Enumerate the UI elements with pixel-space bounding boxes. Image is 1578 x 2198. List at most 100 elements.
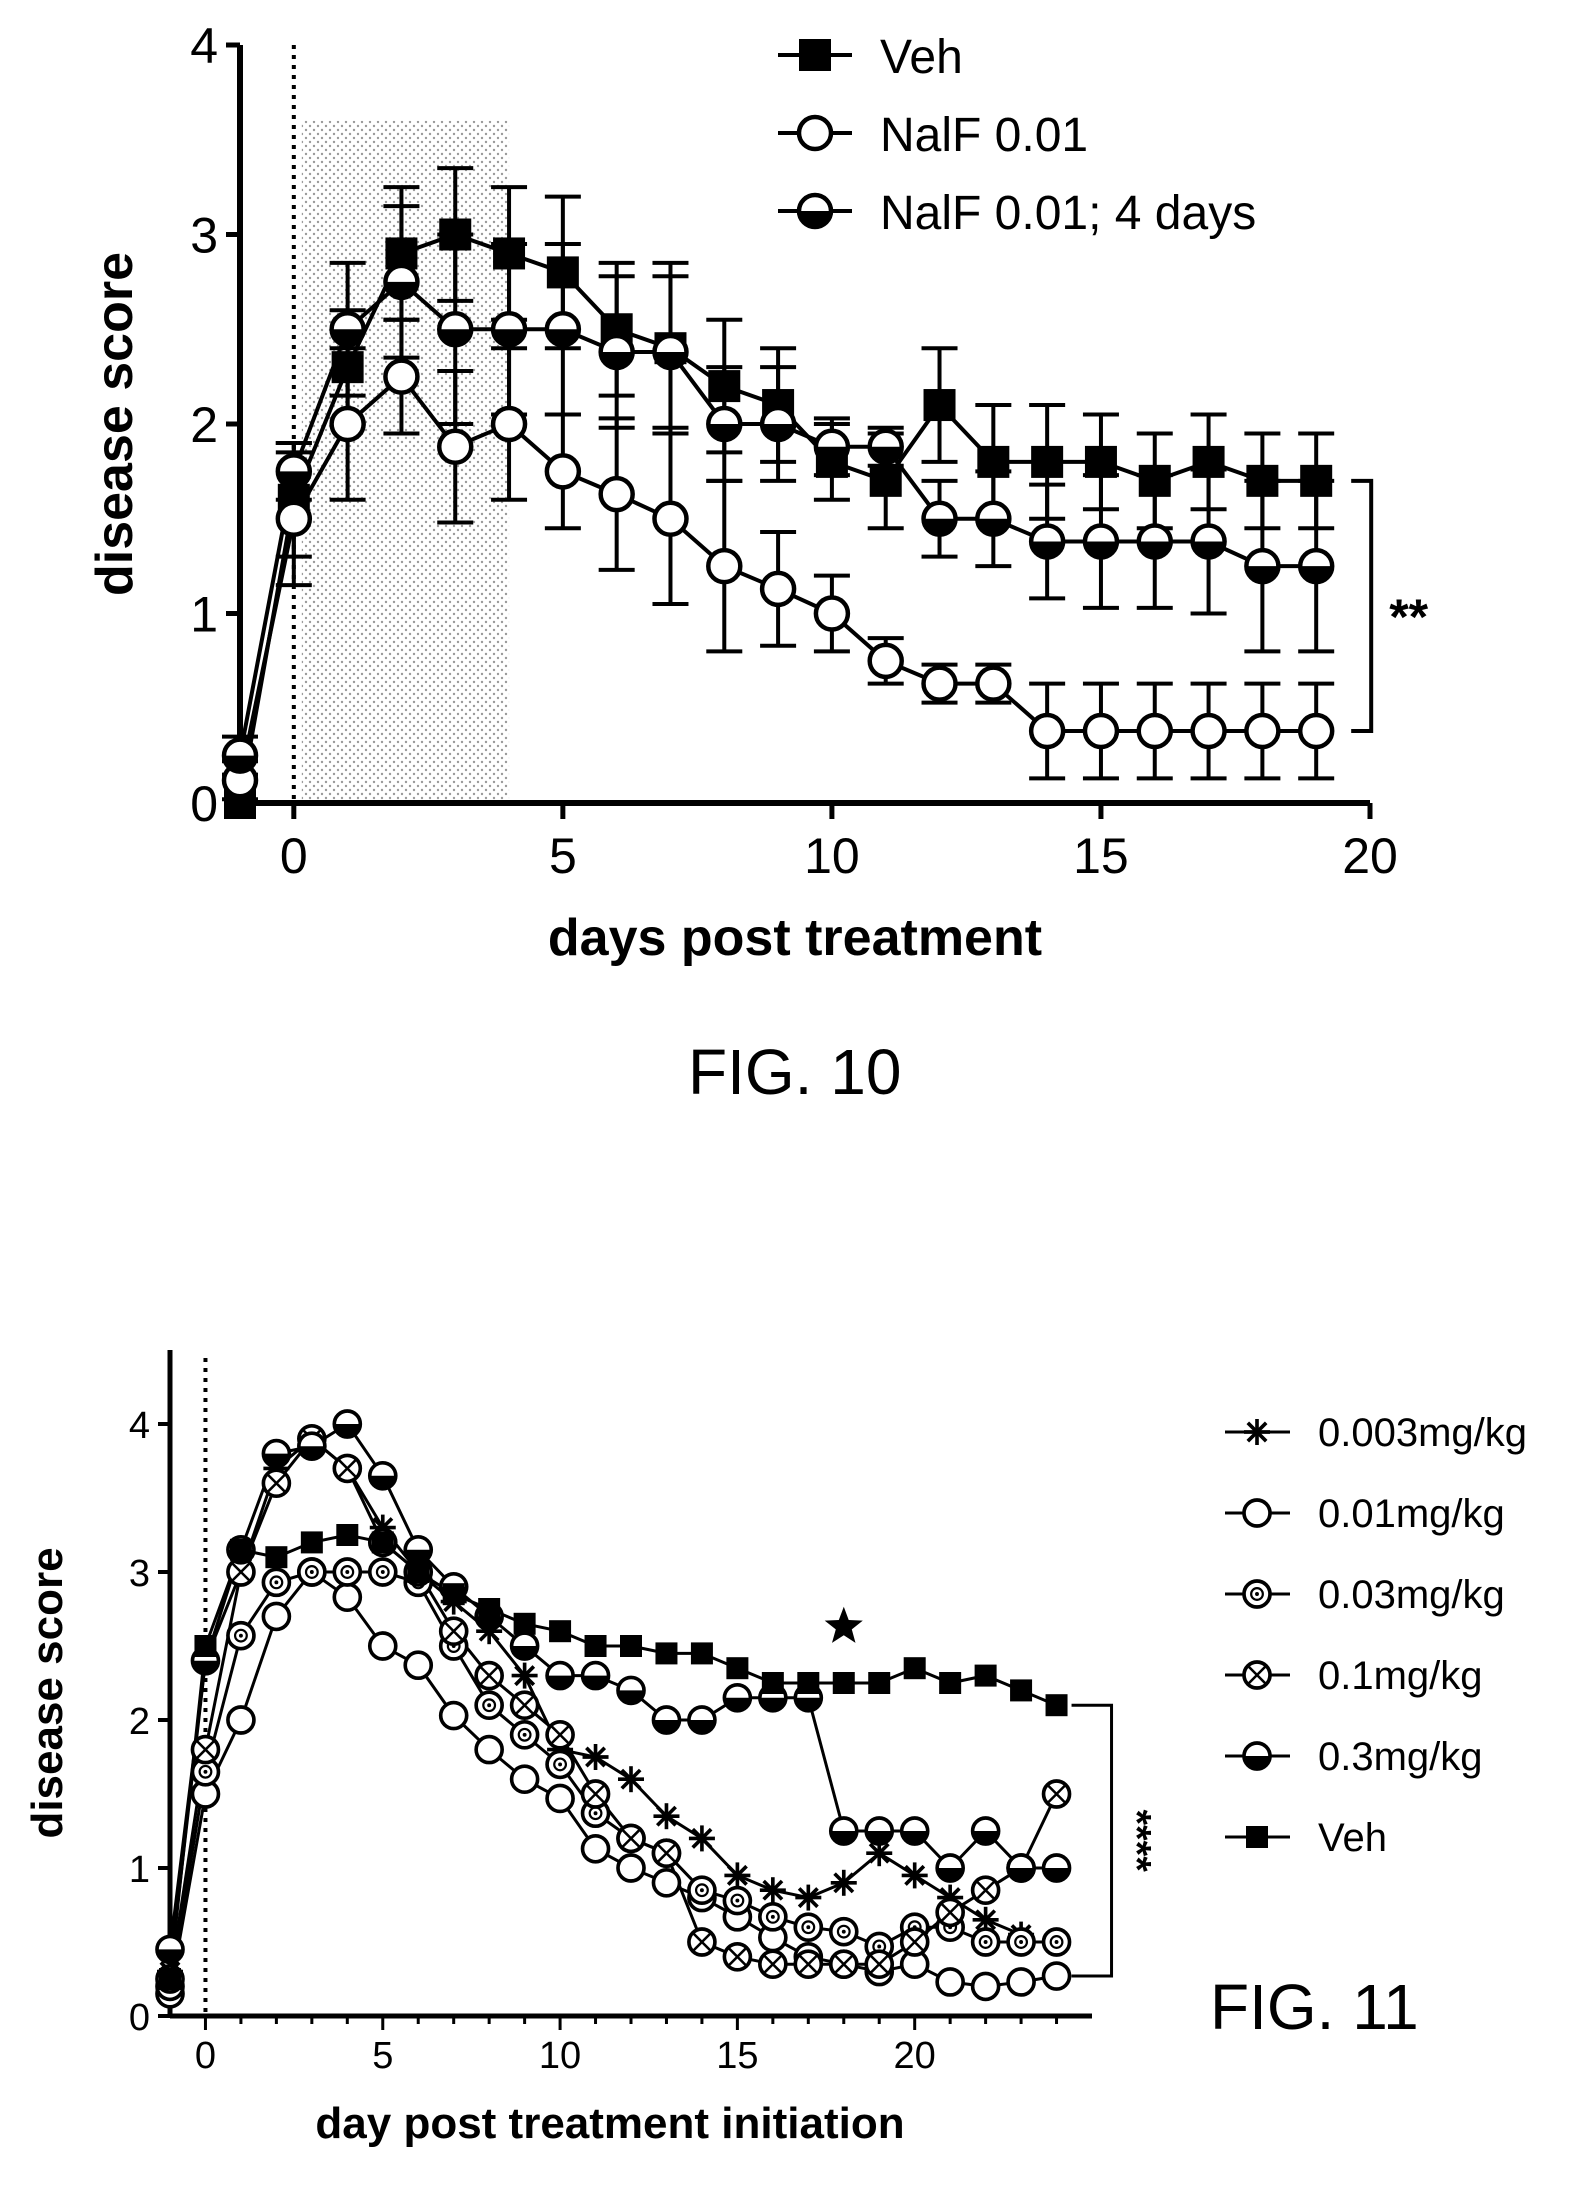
x-tick-label: 20 bbox=[894, 2035, 936, 2077]
cross-line bbox=[231, 1562, 251, 1582]
half-fill bbox=[688, 1720, 715, 1733]
y-tick-label: 4 bbox=[190, 18, 218, 74]
data-point bbox=[935, 1853, 965, 1883]
data-point bbox=[383, 263, 420, 301]
data-point bbox=[795, 1884, 822, 1911]
square-shape bbox=[546, 256, 579, 289]
data-point bbox=[261, 1601, 292, 1632]
y-tick-label: 1 bbox=[190, 587, 218, 643]
circle-shape bbox=[490, 405, 528, 443]
data-point bbox=[1028, 712, 1066, 750]
half-fill bbox=[1244, 1756, 1270, 1769]
data-point bbox=[899, 1816, 930, 1846]
legend-label: 0.01mg/kg bbox=[1318, 1492, 1505, 1536]
data-point bbox=[1138, 464, 1171, 497]
data-point bbox=[1297, 547, 1335, 585]
data-point bbox=[580, 1779, 611, 1809]
asterisk-stroke bbox=[833, 1872, 855, 1894]
half-fill bbox=[1300, 566, 1333, 583]
square-shape bbox=[493, 237, 526, 270]
center-dot bbox=[841, 1929, 846, 1934]
data-point bbox=[616, 1675, 646, 1706]
data-point bbox=[226, 1557, 256, 1587]
data-point bbox=[828, 1916, 859, 1947]
data-point bbox=[1297, 712, 1335, 750]
square-shape bbox=[903, 1657, 926, 1680]
y-tick-label: 0 bbox=[129, 1997, 150, 2039]
data-point bbox=[580, 1833, 611, 1864]
data-point bbox=[793, 1949, 824, 1980]
data-point bbox=[832, 1672, 855, 1694]
half-fill bbox=[866, 1831, 893, 1844]
data-point bbox=[616, 1853, 646, 1883]
data-point bbox=[297, 1431, 327, 1462]
data-point bbox=[261, 1567, 292, 1598]
half-fill bbox=[331, 329, 364, 346]
data-point bbox=[474, 1690, 504, 1721]
y-tick-label: 1 bbox=[129, 1849, 150, 1891]
data-point bbox=[1084, 445, 1117, 478]
circle-shape bbox=[438, 1700, 469, 1731]
legend-label: 0.003mg/kg bbox=[1318, 1411, 1527, 1455]
center-dot bbox=[1255, 1592, 1259, 1596]
circle-shape bbox=[226, 1705, 256, 1735]
x-tick-label: 15 bbox=[716, 2035, 758, 2077]
square-shape bbox=[159, 1968, 181, 1990]
data-point bbox=[970, 1971, 1001, 2002]
data-point bbox=[474, 1660, 504, 1691]
square-shape bbox=[690, 1642, 713, 1665]
square-shape bbox=[331, 351, 364, 384]
asterisk-stroke bbox=[868, 1842, 890, 1864]
legend-marker bbox=[1242, 1498, 1272, 1528]
data-point bbox=[194, 1635, 217, 1657]
data-point bbox=[300, 1531, 323, 1554]
square-shape bbox=[1045, 1694, 1068, 1717]
cross-line bbox=[479, 1665, 499, 1686]
treatment-window-shading bbox=[301, 120, 510, 804]
data-point bbox=[509, 1631, 540, 1661]
half-fill bbox=[493, 329, 526, 346]
data-point bbox=[620, 1635, 642, 1657]
x-axis-label: day post treatment initiation bbox=[315, 2099, 904, 2148]
data-point bbox=[935, 1897, 965, 1928]
half-fill bbox=[815, 446, 848, 463]
legend-marker bbox=[796, 114, 834, 152]
half-fill bbox=[937, 1868, 964, 1881]
inner-ring bbox=[1250, 1587, 1264, 1601]
data-point bbox=[442, 1583, 465, 1606]
data-point bbox=[899, 1927, 930, 1957]
circle-shape bbox=[545, 1783, 575, 1814]
cross-line bbox=[763, 1954, 783, 1974]
inner-ring bbox=[304, 1565, 319, 1579]
square-shape bbox=[620, 1635, 642, 1657]
square-shape bbox=[1010, 1679, 1033, 1702]
data-point bbox=[722, 1941, 753, 1972]
circle-shape bbox=[867, 642, 904, 680]
circle-shape bbox=[544, 453, 582, 490]
data-point bbox=[939, 1672, 962, 1694]
circle-shape bbox=[935, 1967, 965, 1997]
cross-line bbox=[692, 1932, 712, 1952]
half-fill bbox=[1138, 541, 1171, 558]
square-shape bbox=[708, 370, 741, 403]
half-fill bbox=[1246, 566, 1279, 583]
square-shape bbox=[439, 218, 472, 251]
circle-shape bbox=[759, 570, 797, 608]
figure-caption-11: FIG. 11 bbox=[1210, 1971, 1419, 2043]
cross-line bbox=[834, 1954, 854, 1974]
data-point bbox=[652, 500, 689, 537]
asterisk-stroke bbox=[514, 1665, 536, 1687]
center-dot bbox=[806, 1925, 811, 1930]
chart-fig10: 0 1 2 3 4 0 5 10 15 20 days post treatment disease … bbox=[86, 18, 1429, 967]
data-point bbox=[797, 1672, 820, 1694]
half-fill bbox=[263, 1453, 290, 1467]
data-point bbox=[509, 1719, 540, 1750]
data-point bbox=[867, 642, 904, 680]
center-dot bbox=[345, 1570, 350, 1574]
x-tick-label: 20 bbox=[1342, 828, 1398, 884]
data-point bbox=[935, 1967, 965, 1997]
half-fill bbox=[547, 1675, 574, 1689]
data-point bbox=[383, 358, 420, 395]
half-fill bbox=[1008, 1868, 1035, 1881]
cross-line bbox=[195, 1739, 216, 1760]
